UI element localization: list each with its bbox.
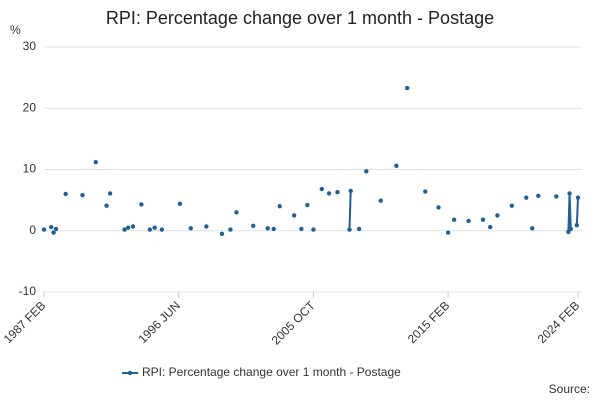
x-tick-label: 1987 FEB bbox=[1, 298, 49, 346]
data-point bbox=[291, 213, 297, 218]
data-point bbox=[122, 227, 127, 232]
data-point bbox=[177, 201, 183, 206]
data-point bbox=[488, 224, 493, 230]
data-point bbox=[188, 226, 193, 231]
data-point bbox=[347, 227, 352, 232]
data-point bbox=[299, 226, 304, 232]
data-point bbox=[51, 230, 56, 235]
y-tick-label: 20 bbox=[23, 100, 37, 114]
data-point bbox=[566, 229, 571, 235]
data-point bbox=[574, 223, 579, 228]
data-point bbox=[251, 223, 256, 229]
data-point bbox=[139, 202, 144, 207]
data-point bbox=[53, 226, 59, 232]
y-tick-label: 10 bbox=[23, 162, 37, 176]
legend-label: RPI: Percentage change over 1 month - Po… bbox=[142, 365, 401, 379]
data-point bbox=[480, 217, 486, 222]
data-point bbox=[394, 163, 399, 169]
data-point bbox=[277, 204, 282, 209]
data-point bbox=[305, 202, 310, 208]
data-point bbox=[568, 226, 573, 232]
data-point bbox=[466, 218, 471, 224]
data-point bbox=[265, 226, 270, 231]
series-line bbox=[348, 190, 352, 230]
data-point bbox=[159, 227, 165, 232]
source: Source: bbox=[549, 382, 590, 396]
y-tick-label: 0 bbox=[29, 223, 36, 237]
data-point bbox=[530, 226, 535, 231]
data-point bbox=[104, 203, 109, 208]
data-point bbox=[509, 203, 515, 208]
data-point bbox=[41, 227, 47, 232]
data-point bbox=[436, 205, 441, 210]
data-point bbox=[130, 224, 136, 229]
data-point bbox=[147, 227, 153, 232]
data-point bbox=[364, 169, 369, 174]
data-point bbox=[451, 217, 457, 222]
data-point bbox=[536, 193, 541, 199]
data-point bbox=[63, 191, 68, 197]
x-tick-label: 2015 FEB bbox=[405, 298, 453, 346]
data-point bbox=[93, 159, 98, 165]
data-point bbox=[495, 213, 500, 218]
x-tick-label: 2024 FEB bbox=[535, 298, 583, 346]
data-point bbox=[234, 210, 239, 215]
data-point bbox=[567, 191, 572, 196]
data-point bbox=[271, 226, 276, 232]
y-tick-label: -10 bbox=[19, 284, 37, 298]
data-point bbox=[326, 191, 332, 196]
data-point bbox=[554, 194, 559, 199]
series-line bbox=[567, 193, 572, 233]
x-tick-label: 2005 OCT bbox=[269, 298, 319, 348]
data-point bbox=[107, 191, 113, 196]
data-point bbox=[219, 231, 225, 237]
data-point bbox=[405, 85, 410, 91]
data-point bbox=[311, 227, 316, 232]
data-point bbox=[49, 224, 54, 230]
data-point bbox=[80, 193, 85, 198]
data-point bbox=[152, 225, 157, 230]
data-point bbox=[125, 225, 131, 230]
data-point bbox=[423, 189, 428, 194]
legend-swatch-dot bbox=[127, 370, 133, 376]
data-point bbox=[378, 198, 383, 203]
y-tick-label: 30 bbox=[23, 39, 37, 53]
data-point bbox=[204, 224, 209, 229]
data-point bbox=[335, 189, 340, 195]
series-line bbox=[575, 197, 579, 226]
data-point bbox=[575, 195, 581, 200]
data-point bbox=[228, 227, 233, 232]
chart-title: RPI: Percentage change over 1 month - Po… bbox=[106, 8, 494, 28]
data-point bbox=[445, 230, 451, 235]
data-point bbox=[348, 188, 353, 194]
data-point bbox=[524, 195, 529, 200]
data-point bbox=[319, 186, 325, 192]
y-axis-unit: % bbox=[10, 23, 21, 37]
data-point bbox=[356, 226, 362, 232]
x-tick-label: 1996 JUN bbox=[135, 298, 183, 346]
